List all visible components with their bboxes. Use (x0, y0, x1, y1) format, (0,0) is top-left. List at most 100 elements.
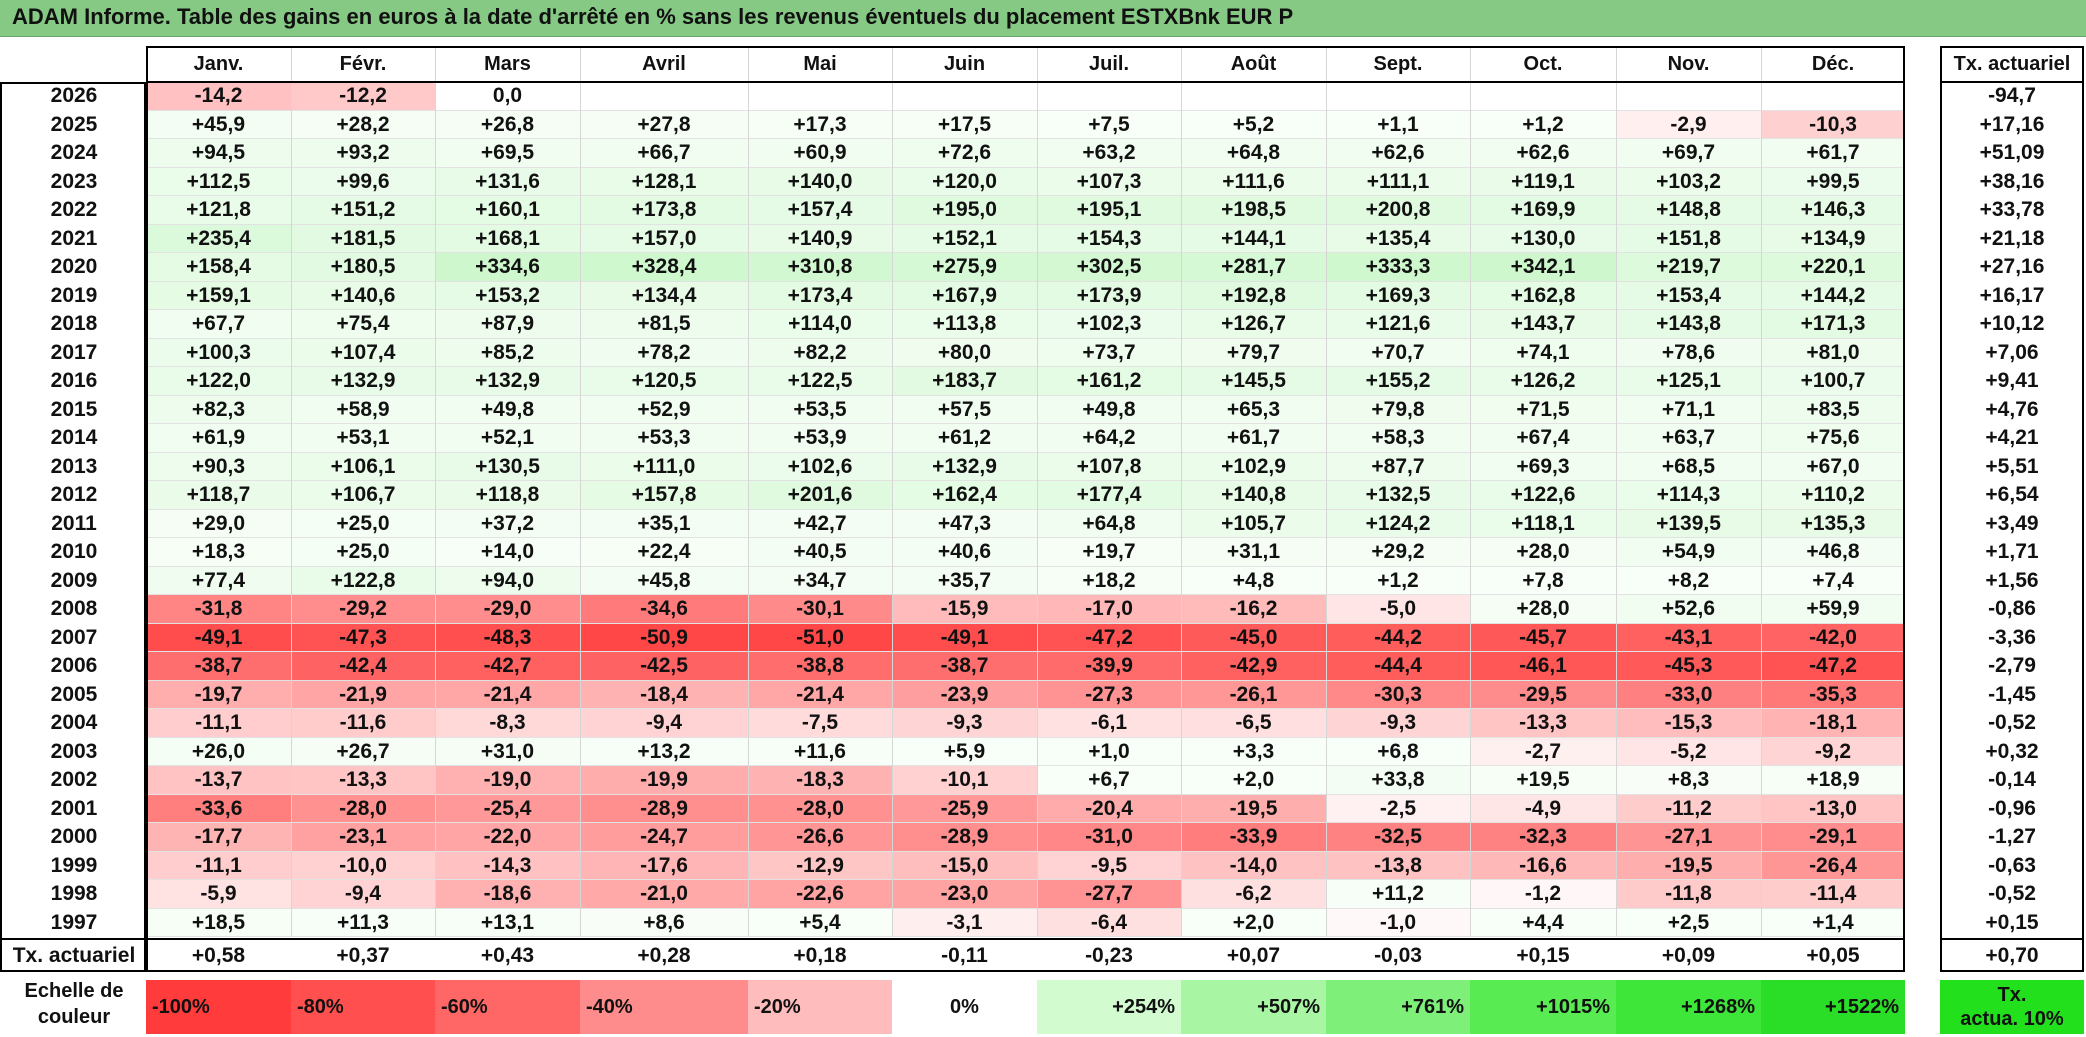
rate-cell: +21,18 (1979, 226, 2045, 250)
table-cell: -13,3 (1470, 709, 1616, 738)
table-cell: +7,4 (1761, 566, 1905, 595)
table-cell: -19,7 (146, 680, 291, 709)
table-cell: -19,5 (1616, 851, 1761, 880)
table-cell: -23,9 (892, 680, 1037, 709)
table-cell: +99,6 (291, 167, 435, 196)
legend-label-line2: couleur (37, 1006, 111, 1028)
table-cell: +25,0 (291, 538, 435, 567)
table-cell: +342,1 (1470, 253, 1616, 282)
table-cell: -32,5 (1326, 823, 1470, 852)
table-cell: +120,5 (580, 367, 748, 396)
year-label: 2024 (50, 141, 98, 165)
year-label: 2020 (50, 255, 98, 279)
table-cell: -20,4 (1037, 794, 1181, 823)
table-cell: +124,2 (1326, 509, 1470, 538)
row-divider (146, 480, 1905, 481)
year-label: 2014 (50, 426, 98, 450)
rate-cell: +5,51 (1985, 454, 2039, 478)
year-label: 1997 (50, 910, 98, 934)
table-cell: +155,2 (1326, 367, 1470, 396)
table-cell: +11,3 (291, 908, 435, 937)
table-cell: +52,9 (580, 395, 748, 424)
scale-swatch: 0% (892, 980, 1037, 1034)
month-header-11: Nov. (1667, 52, 1710, 75)
table-cell: +11,2 (1326, 880, 1470, 909)
table-cell: +58,3 (1326, 424, 1470, 453)
table-cell: +28,0 (1470, 538, 1616, 567)
table-cell: -9,3 (1326, 709, 1470, 738)
month-header-9: Sept. (1373, 52, 1423, 75)
table-cell: -16,2 (1181, 595, 1326, 624)
table-cell: +3,3 (1181, 737, 1326, 766)
table-cell: +8,6 (580, 908, 748, 937)
table-cell: -28,0 (291, 794, 435, 823)
table-cell: +28,0 (1470, 595, 1616, 624)
table-cell (1616, 82, 1761, 111)
rate-column-header: Tx. actuariel (1953, 52, 2071, 75)
table-cell: -33,0 (1616, 680, 1761, 709)
table-cell: -49,1 (146, 623, 291, 652)
table-cell: +159,1 (146, 281, 291, 310)
table-cell: -28,0 (748, 794, 892, 823)
scale-swatch: +761% (1326, 980, 1470, 1034)
table-cell: +66,7 (580, 139, 748, 168)
month-header-7: Juil. (1088, 52, 1129, 75)
scale-swatch: -60% (435, 980, 580, 1034)
year-label: 2007 (50, 625, 98, 649)
table-cell: +131,6 (435, 167, 580, 196)
table-cell: +1,0 (1037, 737, 1181, 766)
table-cell: +220,1 (1761, 253, 1905, 282)
row-divider (146, 594, 1905, 595)
table-cell: +74,1 (1470, 338, 1616, 367)
table-cell: +161,2 (1037, 367, 1181, 396)
table-cell: -19,5 (1181, 794, 1326, 823)
table-cell: +26,8 (435, 110, 580, 139)
rate-cell: +6,54 (1985, 483, 2039, 507)
table-cell: +2,0 (1181, 766, 1326, 795)
row-divider (146, 138, 1905, 139)
table-cell: +275,9 (892, 253, 1037, 282)
rate-cell: -0,14 (1988, 768, 2036, 792)
table-cell: +114,0 (748, 310, 892, 339)
column-divider (1181, 46, 1182, 937)
table-cell: -47,2 (1037, 623, 1181, 652)
table-cell: -11,2 (1616, 794, 1761, 823)
table-cell: -44,4 (1326, 652, 1470, 681)
rate-summary-rule (1940, 938, 2084, 940)
table-cell: +310,8 (748, 253, 892, 282)
year-label: 2013 (50, 454, 98, 478)
row-divider (146, 679, 1905, 681)
table-cell: +71,1 (1616, 395, 1761, 424)
rate-cell: -1,27 (1988, 825, 2036, 849)
table-cell: +68,5 (1616, 452, 1761, 481)
table-cell: +5,4 (748, 908, 892, 937)
table-cell: +5,9 (892, 737, 1037, 766)
table-cell: +90,3 (146, 452, 291, 481)
table-cell: -2,9 (1616, 110, 1761, 139)
scale-swatch: +254% (1037, 980, 1181, 1034)
table-cell: +7,5 (1037, 110, 1181, 139)
rate-row-cell: +0,28 (637, 944, 691, 967)
table-cell: +134,4 (580, 281, 748, 310)
table-cell: +1,2 (1326, 566, 1470, 595)
table-cell: -31,0 (1037, 823, 1181, 852)
table-cell: +58,9 (291, 395, 435, 424)
table-cell (1326, 82, 1470, 111)
rate-cell: +4,76 (1985, 397, 2039, 421)
table-cell: +7,8 (1470, 566, 1616, 595)
table-cell: +151,8 (1616, 224, 1761, 253)
table-cell: +102,9 (1181, 452, 1326, 481)
table-cell: +139,5 (1616, 509, 1761, 538)
table-cell: +79,7 (1181, 338, 1326, 367)
table-cell: +105,7 (1181, 509, 1326, 538)
table-cell: -51,0 (748, 623, 892, 652)
table-cell: +69,3 (1470, 452, 1616, 481)
table-cell: -14,3 (435, 851, 580, 880)
table-cell: -33,6 (146, 794, 291, 823)
table-cell: +77,4 (146, 566, 291, 595)
table-cell: +128,1 (580, 167, 748, 196)
table-cell: -25,4 (435, 794, 580, 823)
table-cell: +79,8 (1326, 395, 1470, 424)
table-cell: +201,6 (748, 481, 892, 510)
table-cell: -33,9 (1181, 823, 1326, 852)
